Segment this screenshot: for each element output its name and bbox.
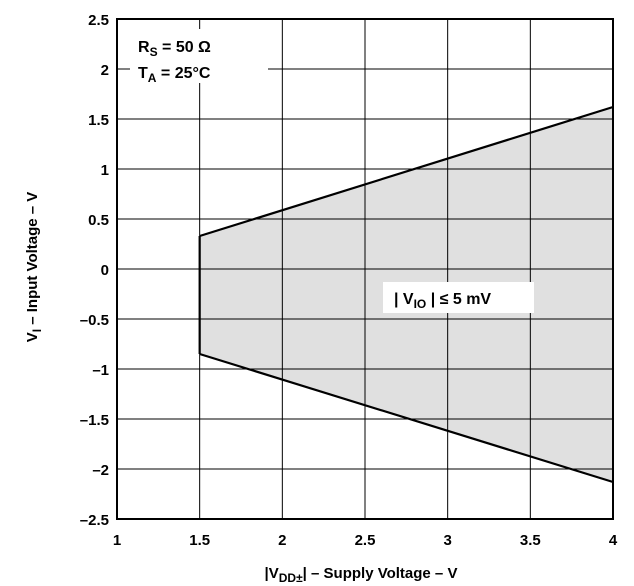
y-tick-label: 1 [101, 162, 109, 179]
y-axis-label: VI – Input Voltage – V [24, 192, 44, 343]
y-tick-label: –2 [92, 462, 109, 479]
grid [116, 18, 614, 520]
x-tick-label: 1 [113, 532, 121, 549]
y-tick-label: –1.5 [80, 412, 109, 429]
conditions-backdrop [130, 29, 268, 83]
condition-rs: RS = 50 Ω [138, 39, 211, 59]
y-tick-labels: 2.5 2 1.5 1 0.5 0 –0.5 –1 –1.5 –2 –2.5 [80, 12, 109, 529]
plot-frame [116, 18, 614, 520]
y-tick-label: 0 [101, 262, 109, 279]
x-tick-label: 1.5 [189, 532, 210, 549]
x-tick-label: 3 [443, 532, 451, 549]
region-label: | VIO | ≤ 5 mV [394, 291, 491, 311]
x-tick-labels: 1 1.5 2 2.5 3 3.5 4 [113, 532, 618, 549]
y-tick-label: –1 [92, 362, 109, 379]
x-tick-label: 4 [609, 532, 618, 549]
condition-ta: TA = 25°C [138, 65, 211, 85]
y-tick-label: –2.5 [80, 512, 109, 529]
upper-boundary-line [199, 105, 614, 238]
y-tick-label: –0.5 [80, 312, 109, 329]
region-label-box [383, 282, 534, 313]
x-tick-label: 2.5 [355, 532, 376, 549]
lower-boundary-line [199, 352, 614, 484]
x-tick-label: 3.5 [520, 532, 541, 549]
y-tick-label: 2 [101, 62, 109, 79]
x-tick-label: 2 [278, 532, 286, 549]
x-axis-label: |VDD±| – Supply Voltage – V [265, 565, 458, 585]
y-tick-label: 1.5 [88, 112, 109, 129]
y-tick-label: 2.5 [88, 12, 109, 29]
y-tick-label: 0.5 [88, 212, 109, 229]
